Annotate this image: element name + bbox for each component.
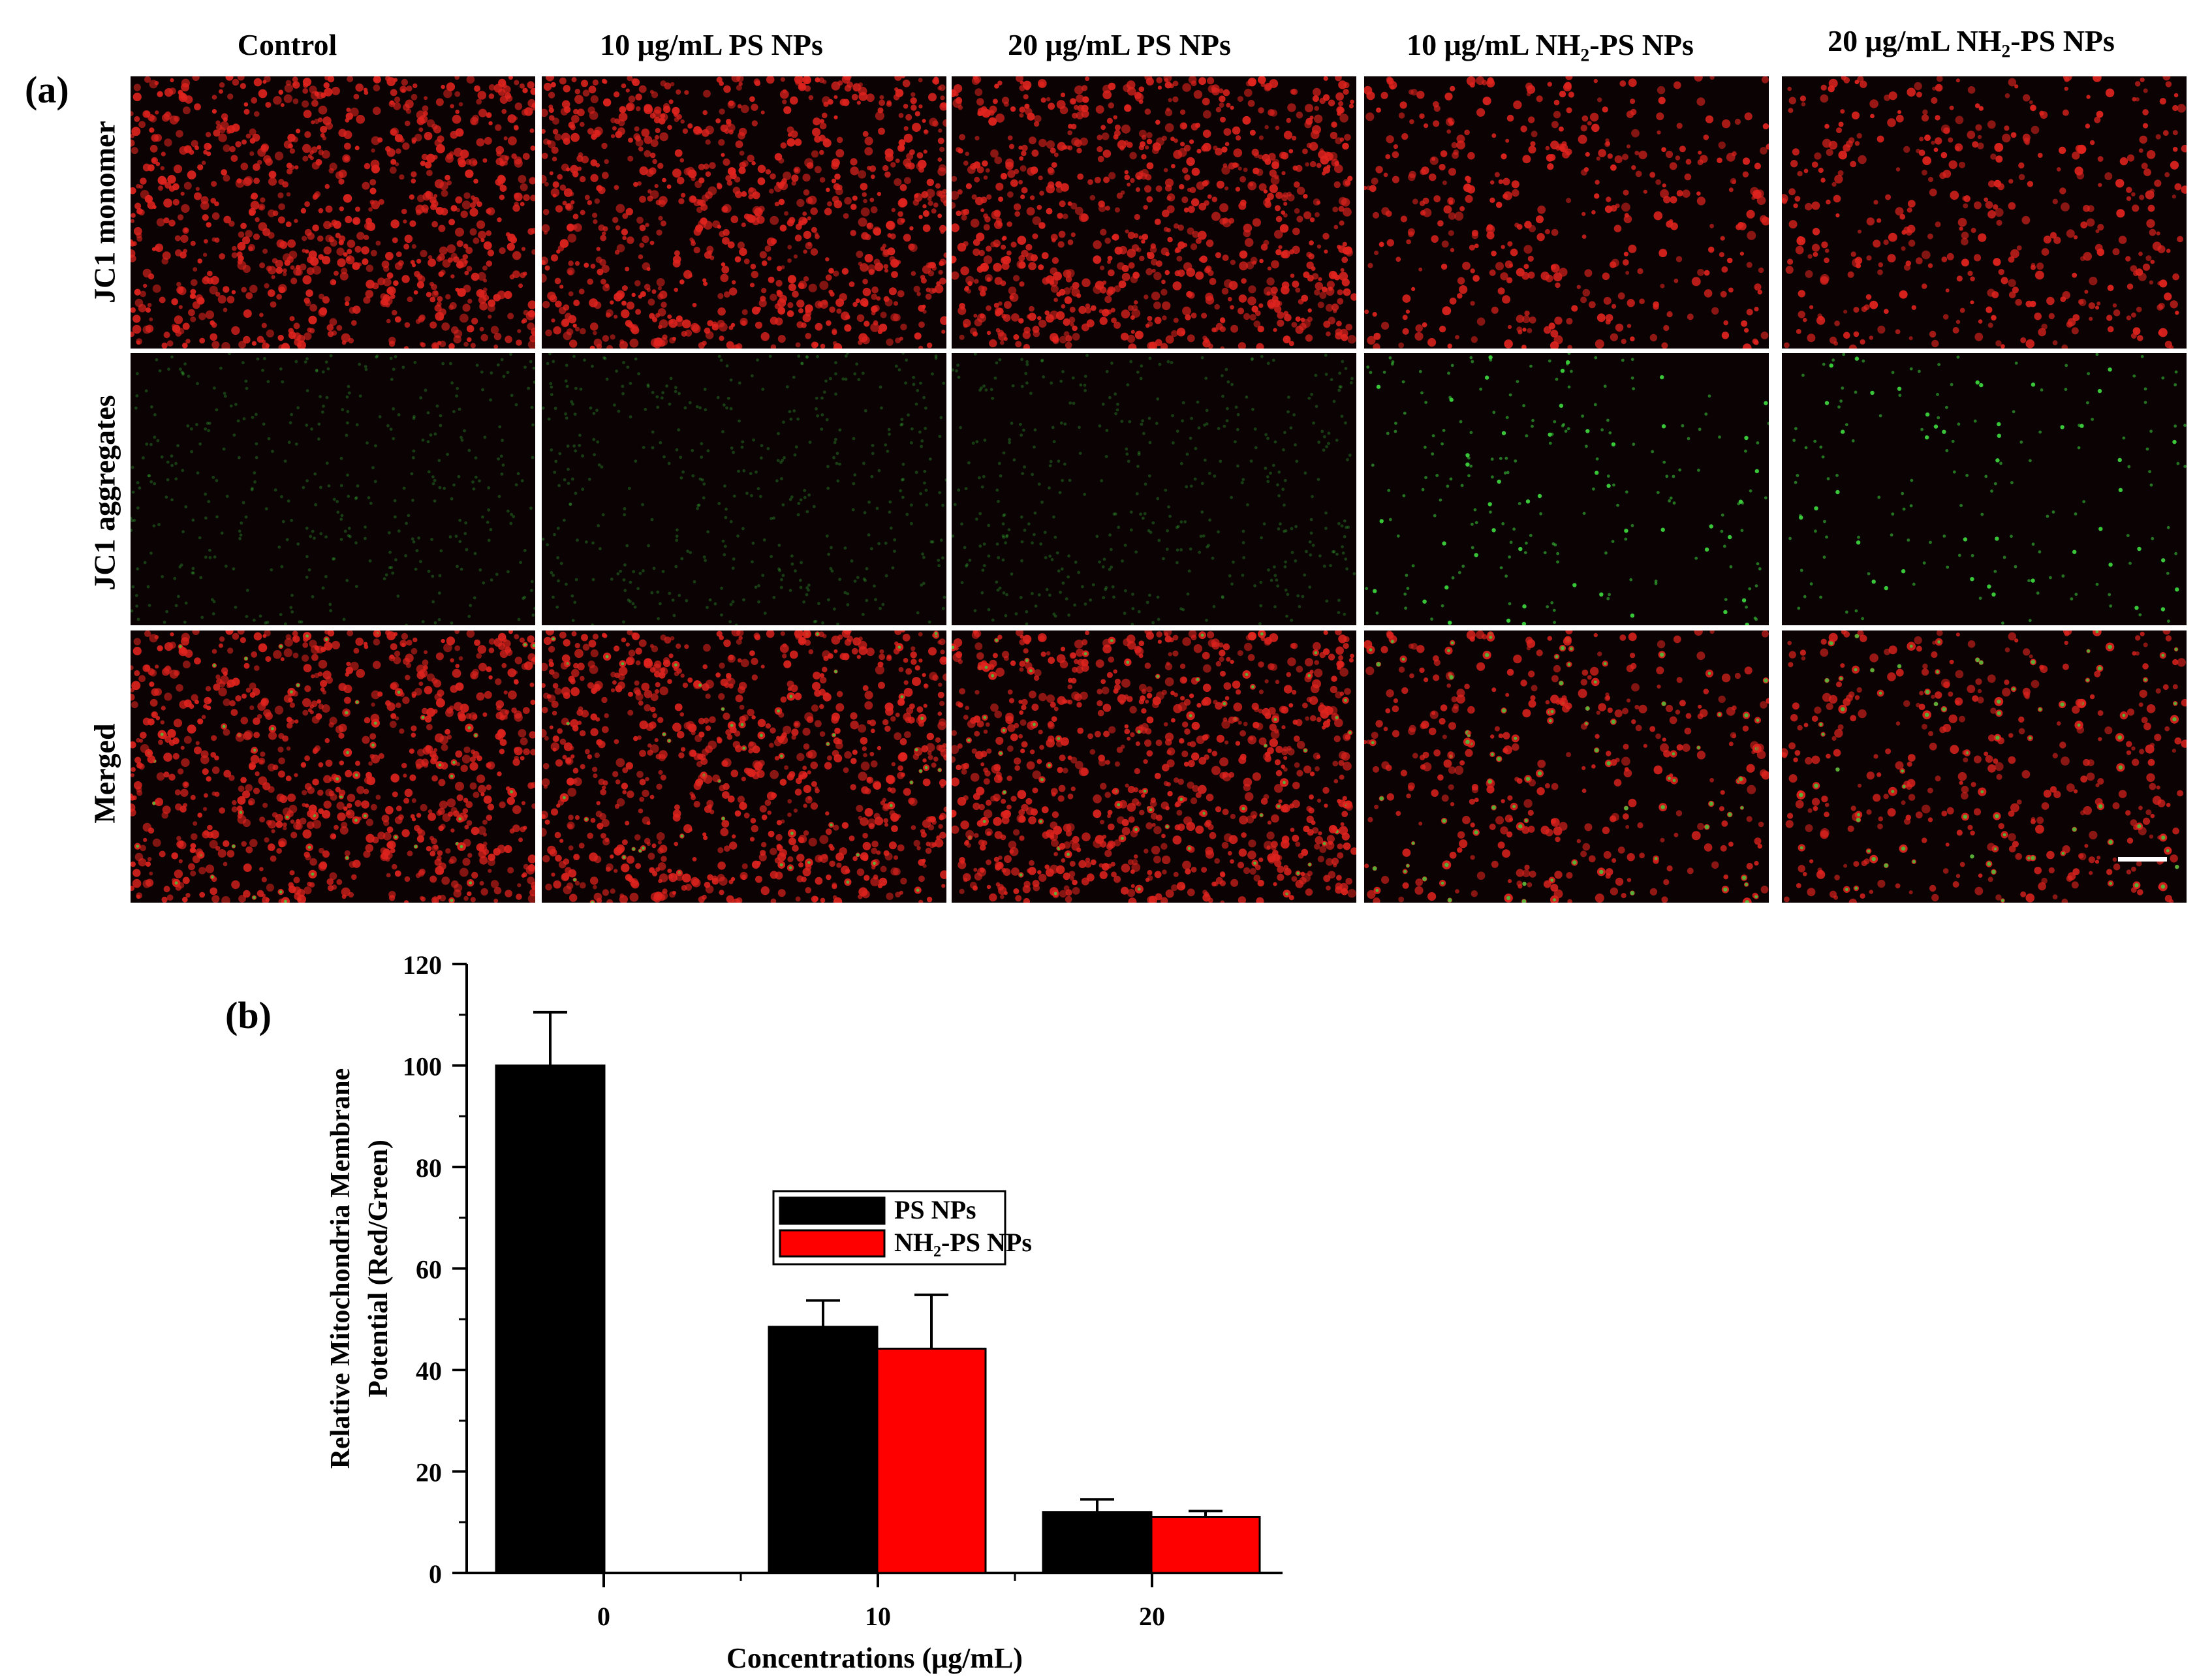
y-tick-label: 40 xyxy=(416,1356,442,1386)
x-tick-label: 0 xyxy=(597,1602,610,1631)
bar-0-0 xyxy=(495,1065,606,1574)
y-tick-label: 60 xyxy=(416,1255,442,1284)
micrograph-aggregates-control xyxy=(131,353,535,625)
micrograph-merged-ps10 xyxy=(542,630,946,903)
micrograph-monomer-control xyxy=(131,76,535,349)
micrograph-merged-nh10 xyxy=(1364,630,1769,903)
column-header-ps20: 20 μg/mL PS NPs xyxy=(1008,28,1231,61)
micrograph-monomer-nh10 xyxy=(1364,76,1769,349)
micrograph-monomer-nh20 xyxy=(1782,76,2187,349)
micrograph-merged-ps20 xyxy=(952,630,1356,903)
panel-b-label: (b) xyxy=(225,994,272,1036)
bar-1-1 xyxy=(876,1347,987,1574)
y-tick-label: 0 xyxy=(429,1559,442,1589)
micrograph-aggregates-ps10 xyxy=(542,353,946,625)
y-tick-label: 20 xyxy=(416,1458,442,1487)
x-axis-label: Concentrations (μg/mL) xyxy=(726,1642,1023,1674)
legend-swatch-1 xyxy=(779,1229,886,1258)
column-header-ps10: 10 μg/mL PS NPs xyxy=(600,28,823,61)
y-tick-label: 80 xyxy=(416,1153,442,1183)
column-header-nh20: 20 μg/mL NH₂-PS NPs xyxy=(1828,24,2115,57)
x-tick-label: 10 xyxy=(865,1602,891,1631)
y-tick-label: 120 xyxy=(403,950,442,980)
scale-bar xyxy=(2118,857,2167,862)
micrograph-monomer-ps20 xyxy=(952,76,1356,349)
micrograph-aggregates-nh10 xyxy=(1364,353,1769,625)
x-tick-label: 20 xyxy=(1139,1602,1165,1631)
micrograph-merged-nh20 xyxy=(1782,630,2187,903)
micrograph-merged-control xyxy=(131,630,535,903)
y-tick-label: 100 xyxy=(403,1052,442,1081)
y-axis-label-line-0: Relative Mitochondria Membrane xyxy=(326,1068,356,1469)
bar-0-1 xyxy=(768,1326,879,1574)
legend-label-0: PS NPs xyxy=(894,1195,976,1224)
column-header-nh10: 10 μg/mL NH₂-PS NPs xyxy=(1407,28,1694,61)
panel-a-label: (a) xyxy=(25,69,69,111)
y-axis-label-line-1: Potential (Red/Green) xyxy=(364,1140,394,1397)
bar-1-2 xyxy=(1150,1516,1261,1574)
legend-swatch-0 xyxy=(779,1196,886,1225)
bar-0-2 xyxy=(1042,1511,1153,1574)
legend-label-1: NH₂-PS NPs xyxy=(894,1228,1032,1257)
micrograph-aggregates-ps20 xyxy=(952,353,1356,625)
micrograph-monomer-ps10 xyxy=(542,76,946,349)
column-header-control: Control xyxy=(237,28,337,61)
micrograph-aggregates-nh20 xyxy=(1782,353,2187,625)
